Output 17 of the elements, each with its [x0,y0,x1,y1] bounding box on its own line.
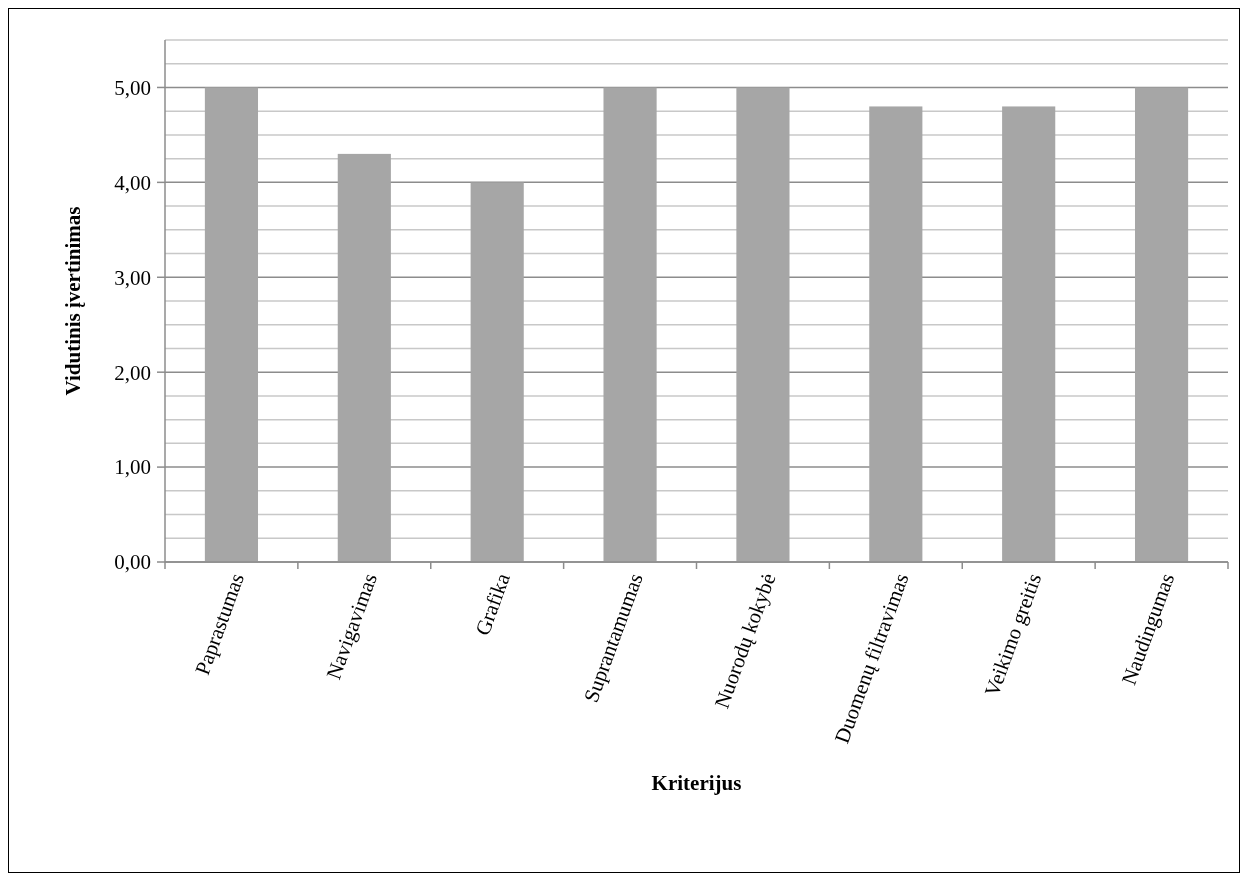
bar [1002,106,1056,562]
y-tick-label: 2,00 [114,360,151,385]
y-tick-label: 4,00 [114,170,151,195]
bar [869,106,923,562]
bar [337,153,391,562]
x-axis-title: Kriterijus [651,771,742,795]
bar [1134,87,1189,562]
bar [204,87,259,562]
bar [470,182,524,562]
y-axis-title: Vidutinis įvertinimas [61,206,85,396]
bar [603,87,657,562]
y-tick-label: 5,00 [114,75,151,100]
y-tick-label: 0,00 [114,550,151,575]
bar [736,87,790,562]
x-tick-label: Grafika [470,569,516,639]
y-tick-label: 1,00 [114,455,151,480]
y-tick-label: 3,00 [114,265,151,290]
